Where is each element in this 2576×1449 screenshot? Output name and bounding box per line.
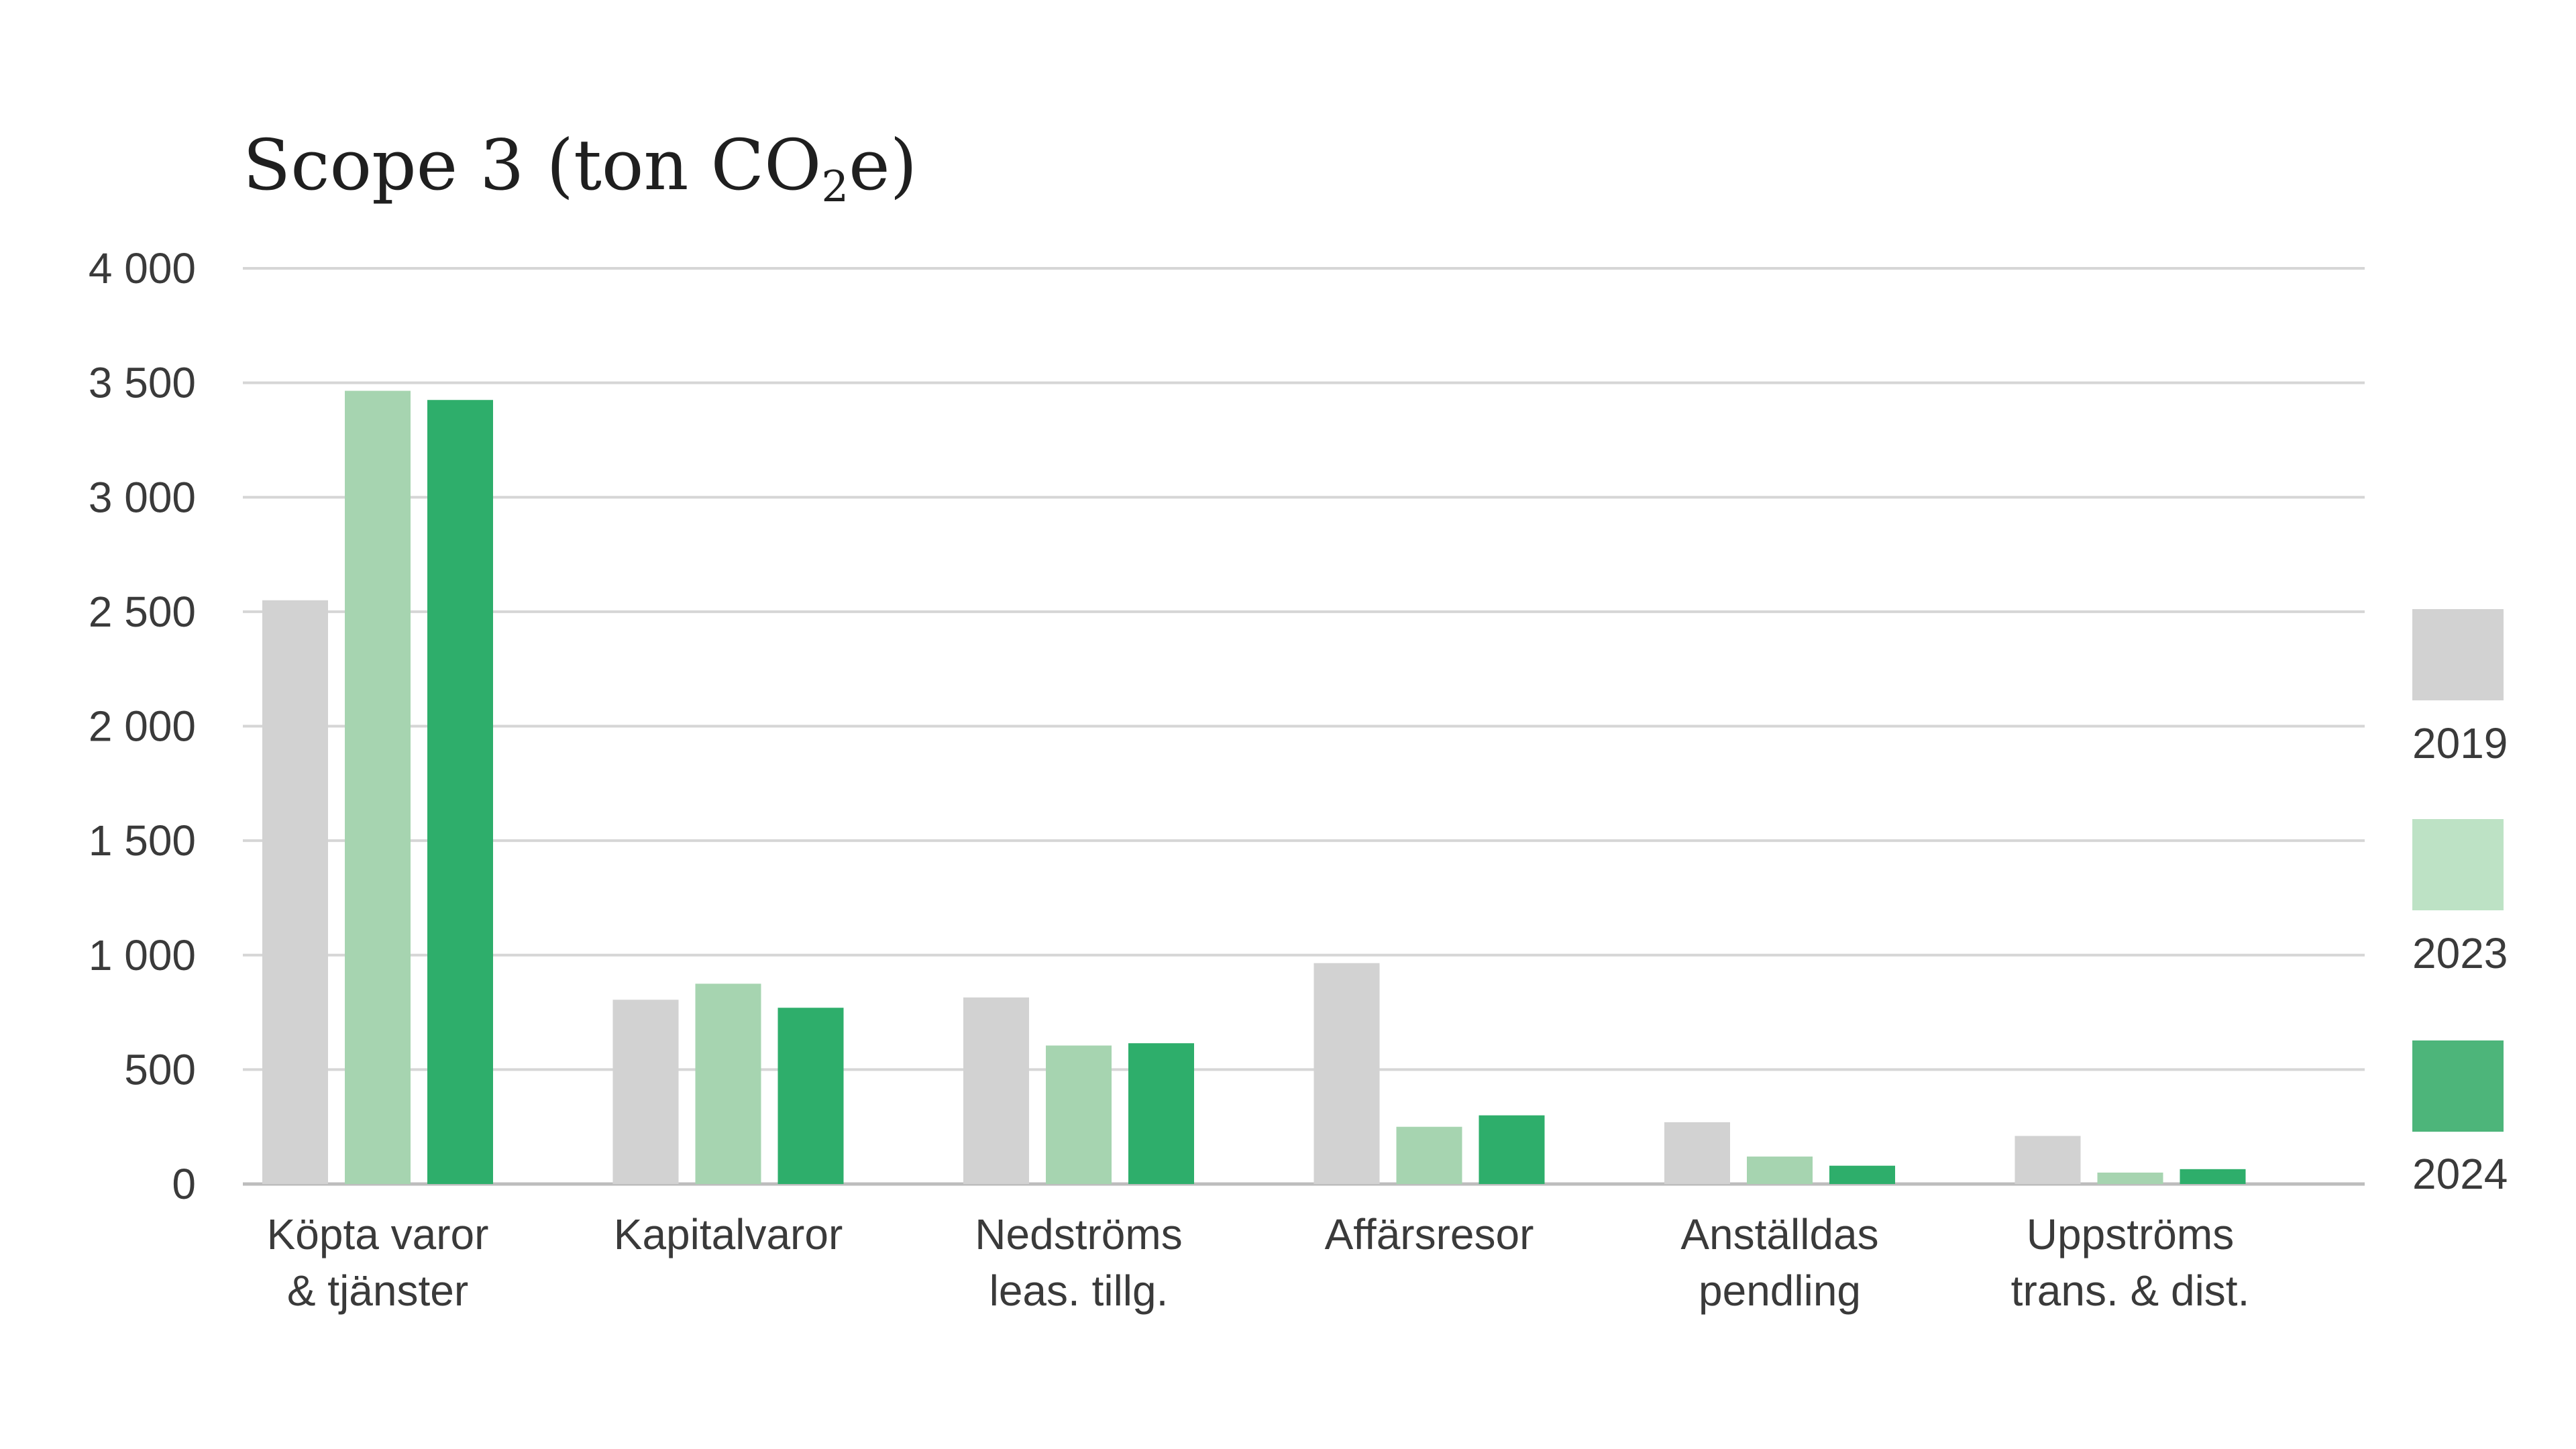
- bar-2024: [777, 1008, 844, 1184]
- bar-2019: [1313, 963, 1380, 1184]
- x-tick-label-line: Nedströms: [975, 1210, 1182, 1258]
- grid-layer: 0 500 1 000 1 500 2 000 2 500 3 000 3 500 4 000: [89, 244, 2365, 1208]
- bar-2019: [612, 1000, 679, 1184]
- y-tick-label: 1 000: [89, 931, 196, 979]
- legend-swatch-2019: [2412, 609, 2504, 700]
- chart-title-main: Scope 3 (ton CO: [243, 124, 821, 206]
- x-tick-label-line: pendling: [1699, 1267, 1861, 1315]
- chart-title-end: e): [849, 124, 917, 206]
- legend-label-2024: 2024: [2412, 1150, 2508, 1198]
- bar-2023: [1747, 1157, 1813, 1184]
- legend-label-2019: 2019: [2412, 719, 2508, 767]
- bar-2023: [2097, 1172, 2163, 1184]
- y-tick-label: 0: [172, 1160, 196, 1208]
- legend-label-2023: 2023: [2412, 929, 2508, 977]
- legend: 2019 2023 2024: [2412, 609, 2508, 1198]
- bar-2023: [695, 983, 761, 1184]
- x-axis: Köpta varor & tjänster Kapitalvaror Nedströ…: [267, 1210, 2250, 1315]
- bar-2019: [262, 600, 328, 1184]
- bar-2024: [2180, 1169, 2246, 1184]
- x-tick-label-line: leas. tillg.: [989, 1267, 1169, 1315]
- x-tick-label: Affärsresor: [1325, 1210, 1534, 1258]
- bar-2024: [1128, 1043, 1194, 1184]
- y-tick-label: 4 000: [89, 244, 196, 292]
- legend-swatch-2023: [2412, 819, 2504, 910]
- x-tick-label-line: Uppströms: [2027, 1210, 2234, 1258]
- bar-2023: [1396, 1126, 1462, 1184]
- bar-2019: [963, 997, 1029, 1184]
- y-tick-label: 2 500: [89, 588, 196, 636]
- bar-2023: [1046, 1045, 1112, 1184]
- x-tick-label-line: Anställdas: [1680, 1210, 1878, 1258]
- y-tick-label: 1 500: [89, 816, 196, 865]
- y-tick-label: 2 000: [89, 702, 196, 751]
- y-tick-label: 500: [124, 1045, 196, 1093]
- y-tick-label: 3 000: [89, 473, 196, 521]
- bar-2019: [2015, 1136, 2081, 1184]
- x-tick-label-line: & tjänster: [287, 1267, 468, 1315]
- chart-title-subscript: 2: [821, 162, 849, 212]
- y-tick-label: 3 500: [89, 359, 196, 407]
- chart-title: Scope 3 (ton CO2e): [243, 124, 917, 212]
- legend-swatch-2024: [2412, 1040, 2504, 1132]
- bar-2023: [345, 390, 411, 1184]
- x-tick-label-line: Kapitalvaror: [614, 1210, 843, 1258]
- x-tick-label: Köpta varor & tjänster: [267, 1210, 489, 1315]
- x-tick-label-line: trans. & dist.: [2011, 1267, 2250, 1315]
- bar-2024: [1479, 1115, 1545, 1184]
- bar-2024: [1829, 1165, 1895, 1184]
- bar-2024: [427, 400, 493, 1184]
- x-tick-label: Anställdas pendling: [1680, 1210, 1878, 1315]
- x-tick-label: Uppströms trans. & dist.: [2011, 1210, 2250, 1315]
- bars-layer: [262, 390, 2246, 1184]
- bar-2019: [1664, 1122, 1730, 1184]
- x-tick-label: Nedströms leas. tillg.: [975, 1210, 1182, 1315]
- x-tick-label-line: Affärsresor: [1325, 1210, 1534, 1258]
- x-tick-label: Kapitalvaror: [614, 1210, 843, 1258]
- x-tick-label-line: Köpta varor: [267, 1210, 489, 1258]
